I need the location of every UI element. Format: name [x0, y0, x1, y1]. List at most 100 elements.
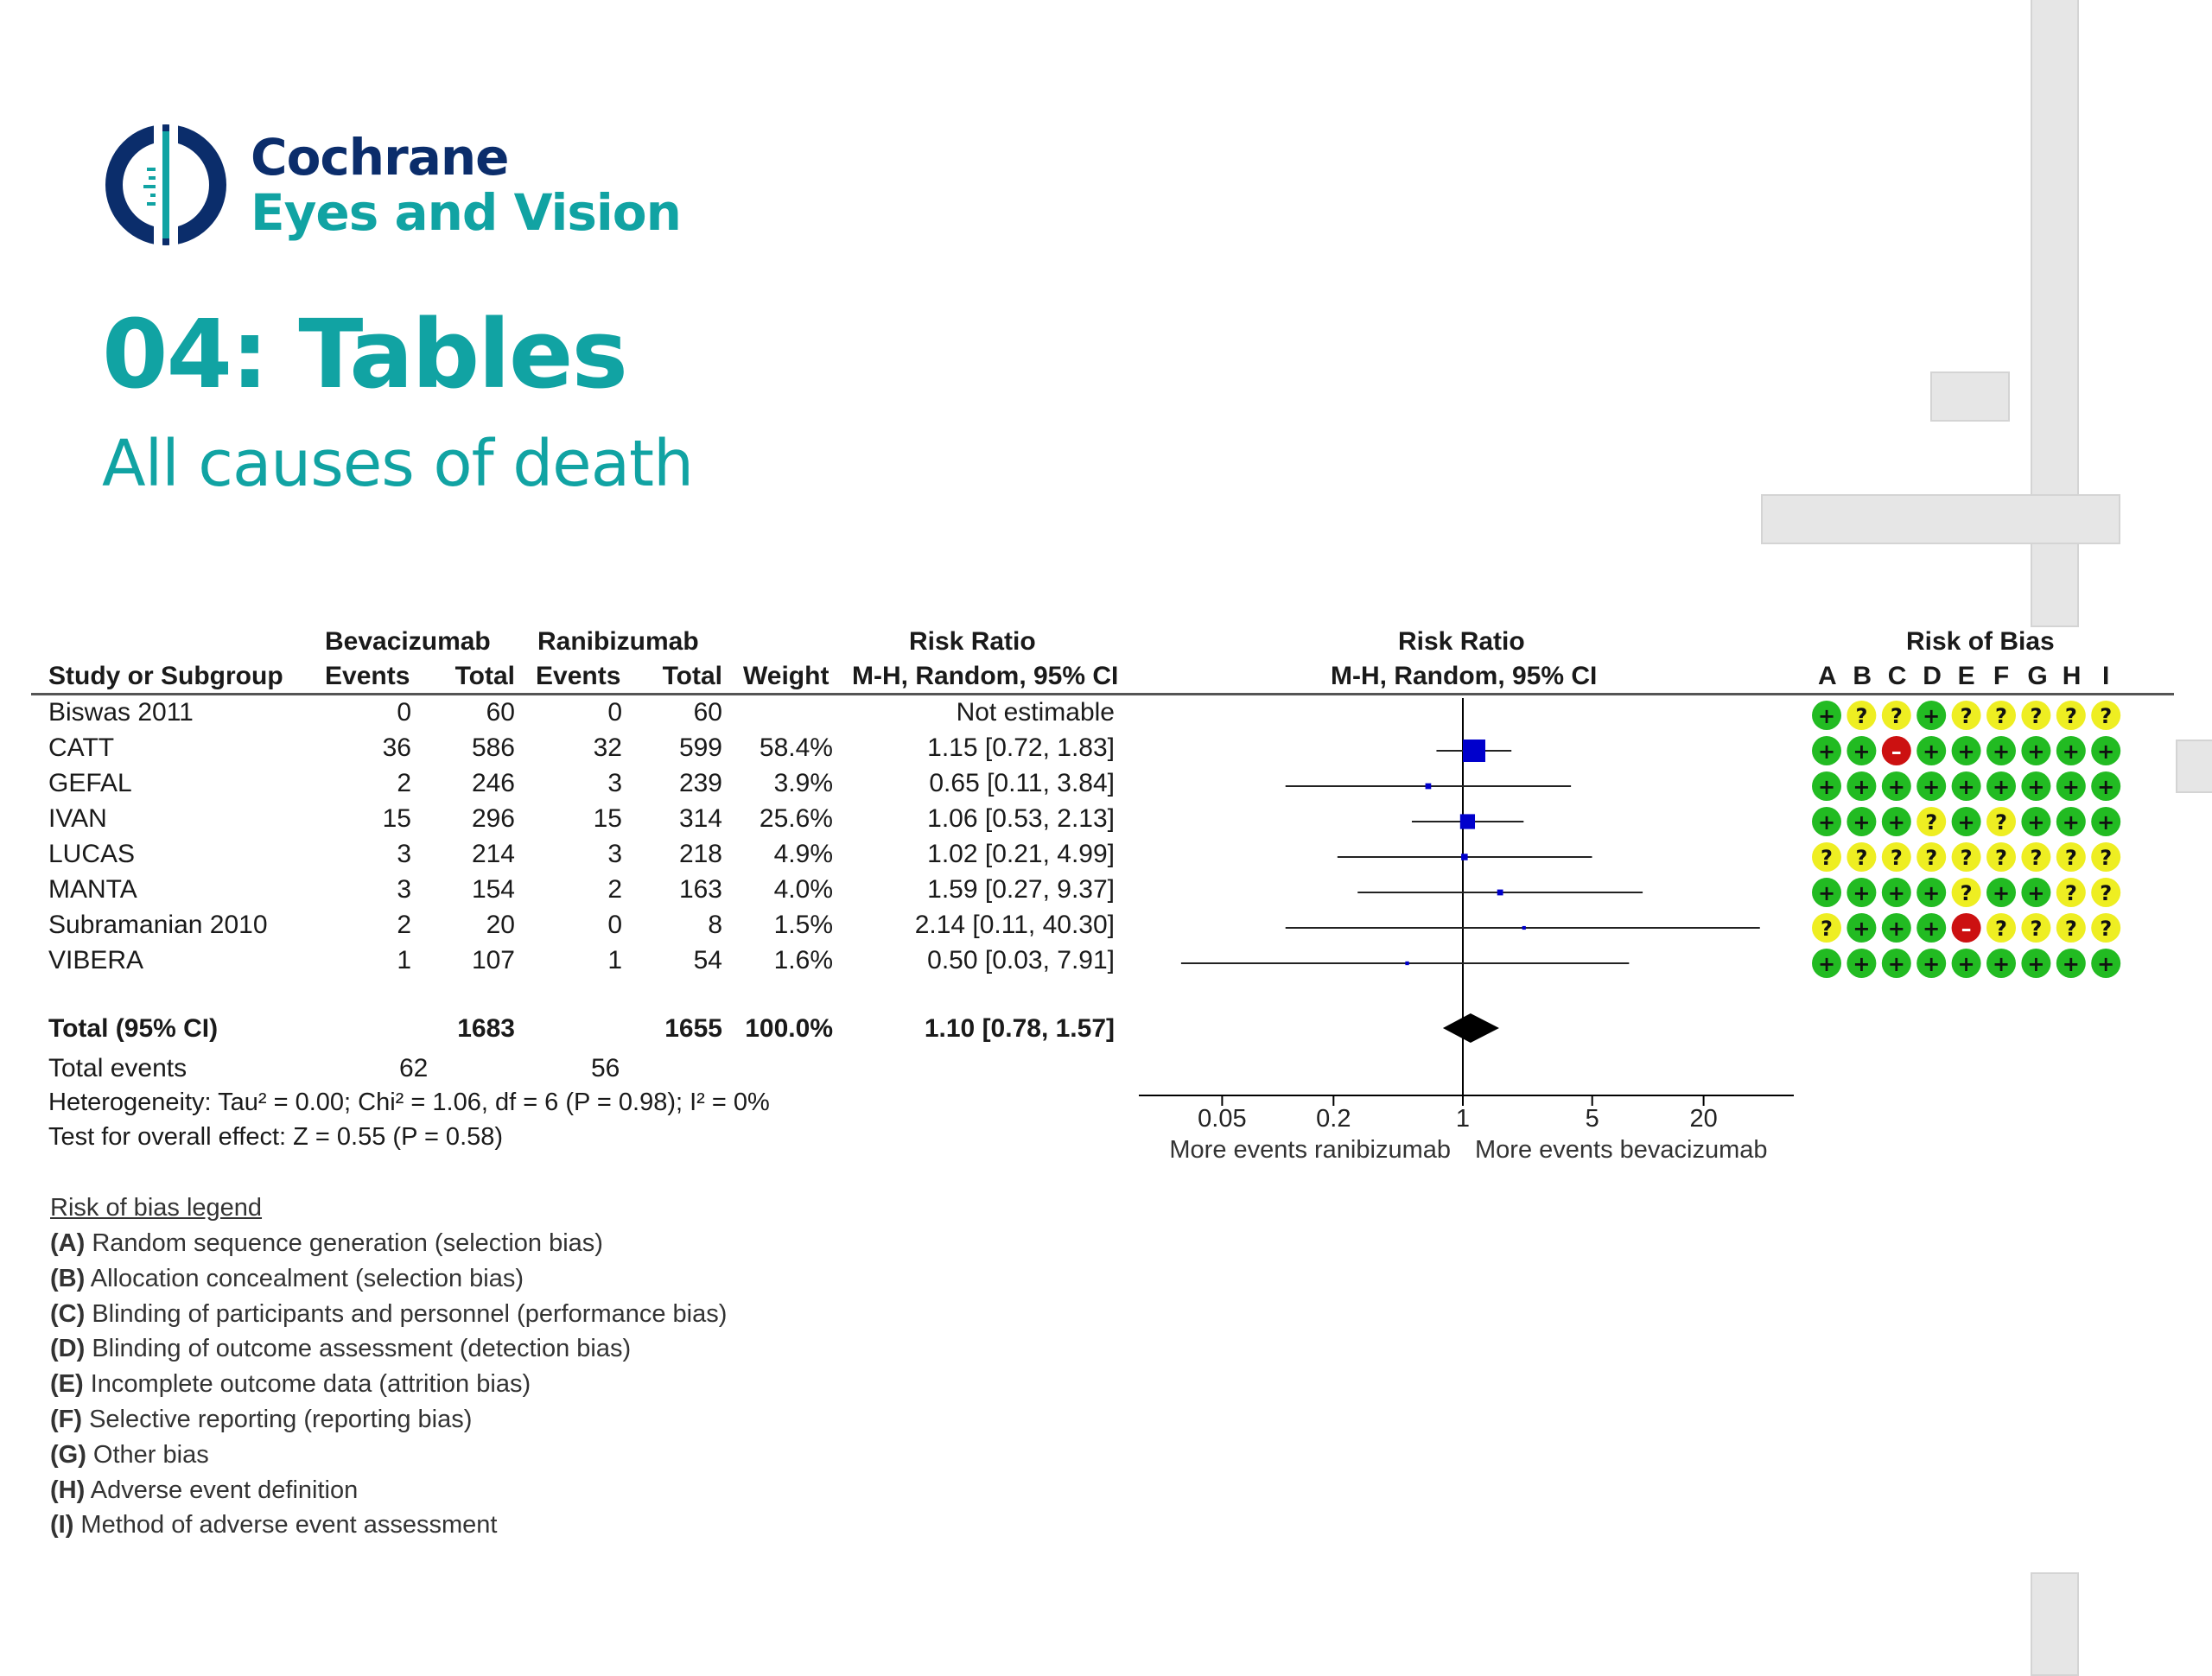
low-risk-dot	[2056, 807, 2086, 836]
risk-symbol: +	[1993, 775, 2010, 799]
col-events2-header: Events	[536, 662, 621, 690]
rob-column-letter: D	[1923, 662, 1942, 690]
legend-key: (B)	[50, 1264, 86, 1292]
risk-symbol: ?	[1891, 846, 1903, 870]
weight-value: 4.0%	[773, 875, 833, 904]
events2-value: 15	[593, 804, 622, 833]
low-risk-dot	[1881, 878, 1911, 907]
total-events1: 62	[399, 1054, 429, 1082]
unclear-risk-dot	[1986, 913, 2016, 943]
low-risk-dot	[1916, 878, 1947, 907]
unclear-risk-dot	[1986, 701, 2016, 730]
low-risk-dot	[2091, 771, 2121, 801]
legend-key: (D)	[50, 1335, 86, 1363]
low-risk-dot	[1847, 878, 1877, 907]
risk-symbol: +	[1818, 952, 1835, 976]
risk-symbol: +	[2027, 881, 2044, 905]
total2-value: 163	[678, 875, 722, 904]
rob-column-letter: B	[1853, 662, 1872, 690]
legend-item: (H) Adverse event definition	[50, 1476, 358, 1505]
risk-ratio-ci: 0.50 [0.03, 7.91]	[927, 946, 1115, 974]
brand-line-1: Cochrane	[251, 128, 509, 187]
cochrane-logo-icon	[105, 123, 226, 247]
events2-value: 2	[607, 875, 622, 904]
risk-symbol: ?	[2065, 917, 2077, 941]
decor-horizontal-bar	[1761, 494, 2120, 544]
decor-right-tab	[2176, 740, 2212, 793]
unclear-risk-dot	[1951, 842, 1981, 872]
risk-symbol: ?	[2100, 846, 2112, 870]
low-risk-dot	[1812, 701, 1841, 730]
unclear-risk-dot	[2091, 701, 2121, 730]
legend-item: (G) Other bias	[50, 1441, 209, 1470]
risk-symbol: –	[1961, 917, 1972, 941]
unclear-risk-dot	[1916, 807, 1947, 836]
unclear-risk-dot	[2056, 878, 2086, 907]
legend-key: (I)	[50, 1511, 74, 1540]
group2-header: Ranibizumab	[537, 627, 699, 656]
risk-symbol: +	[1818, 704, 1835, 728]
rob-column-letter: H	[2062, 662, 2082, 690]
unclear-risk-dot	[1986, 842, 2016, 872]
risk-symbol: ?	[1855, 704, 1867, 728]
legend-text: Other bias	[86, 1440, 209, 1469]
events1-value: 15	[382, 804, 411, 833]
legend-title: Risk of bias legend	[50, 1194, 263, 1222]
legend-text: Method of adverse event assessment	[73, 1511, 498, 1540]
risk-symbol: +	[1923, 952, 1940, 976]
risk-symbol: +	[1923, 917, 1940, 941]
risk-ratio-ci: 2.14 [0.11, 40.30]	[914, 911, 1115, 939]
low-risk-dot	[2021, 949, 2051, 978]
unclear-risk-dot	[1916, 842, 1947, 872]
events1-value: 0	[397, 698, 411, 727]
unclear-risk-dot	[1986, 807, 2016, 836]
events2-value: 3	[607, 840, 622, 868]
risk-symbol: +	[2097, 740, 2114, 764]
risk-symbol: +	[1818, 775, 1835, 799]
risk-ratio-ci: 1.02 [0.21, 4.99]	[927, 840, 1115, 868]
legend-item: (E) Incomplete outcome data (attrition b…	[50, 1370, 531, 1399]
low-risk-dot	[2021, 736, 2051, 765]
rr-header: Risk Ratio	[909, 627, 1036, 656]
study-point	[1522, 925, 1526, 930]
low-risk-dot	[1847, 771, 1877, 801]
low-risk-dot	[1812, 878, 1841, 907]
risk-symbol: +	[1958, 775, 1975, 799]
total2-value: 314	[678, 804, 722, 833]
risk-symbol: +	[1853, 775, 1870, 799]
x-tick-label: 0.05	[1198, 1105, 1246, 1133]
risk-symbol: ?	[1821, 917, 1833, 941]
rob-column-letter: A	[1818, 662, 1837, 690]
low-risk-dot	[1847, 913, 1877, 943]
legend-item: (D) Blinding of outcome assessment (dete…	[50, 1335, 631, 1363]
legend-text: Blinding of outcome assessment (detectio…	[85, 1335, 632, 1363]
risk-symbol: +	[2027, 740, 2044, 764]
rr-subheader: M-H, Random, 95% CI	[852, 662, 1119, 690]
x-tick-label: 5	[1586, 1105, 1599, 1133]
unclear-risk-dot	[2056, 913, 2086, 943]
events2-value: 32	[593, 733, 622, 762]
low-risk-dot	[1881, 807, 1911, 836]
study-name: IVAN	[48, 804, 107, 833]
risk-symbol: +	[1993, 881, 2010, 905]
page-subtitle: All causes of death	[102, 427, 694, 501]
total1-value: 154	[471, 875, 515, 904]
heterogeneity-text: Heterogeneity: Tau² = 0.00; Chi² = 1.06,…	[48, 1089, 770, 1116]
rob-header: Risk of Bias	[1906, 627, 2055, 656]
study-point	[1461, 854, 1468, 860]
risk-symbol: –	[1891, 740, 1902, 764]
low-risk-dot	[2021, 807, 2051, 836]
total2-value: 60	[693, 698, 722, 727]
low-risk-dot	[1812, 807, 1841, 836]
risk-of-bias-matrix: +?? +???? ?+ + – + + + + + ++ + + + + + + + ++ + +? +? + + +????…	[1812, 701, 2121, 978]
risk-symbol: +	[2027, 952, 2044, 976]
plot-header: Risk Ratio	[1398, 627, 1525, 656]
risk-symbol: ?	[1995, 810, 2007, 835]
study-point	[1425, 783, 1432, 790]
weight-value: 1.6%	[773, 946, 833, 974]
legend-text: Random sequence generation (selection bi…	[85, 1229, 603, 1257]
legend-key: (F)	[50, 1406, 83, 1433]
risk-symbol: ?	[2100, 704, 2112, 728]
total1-value: 296	[471, 804, 515, 833]
total2-value: 239	[678, 769, 722, 797]
